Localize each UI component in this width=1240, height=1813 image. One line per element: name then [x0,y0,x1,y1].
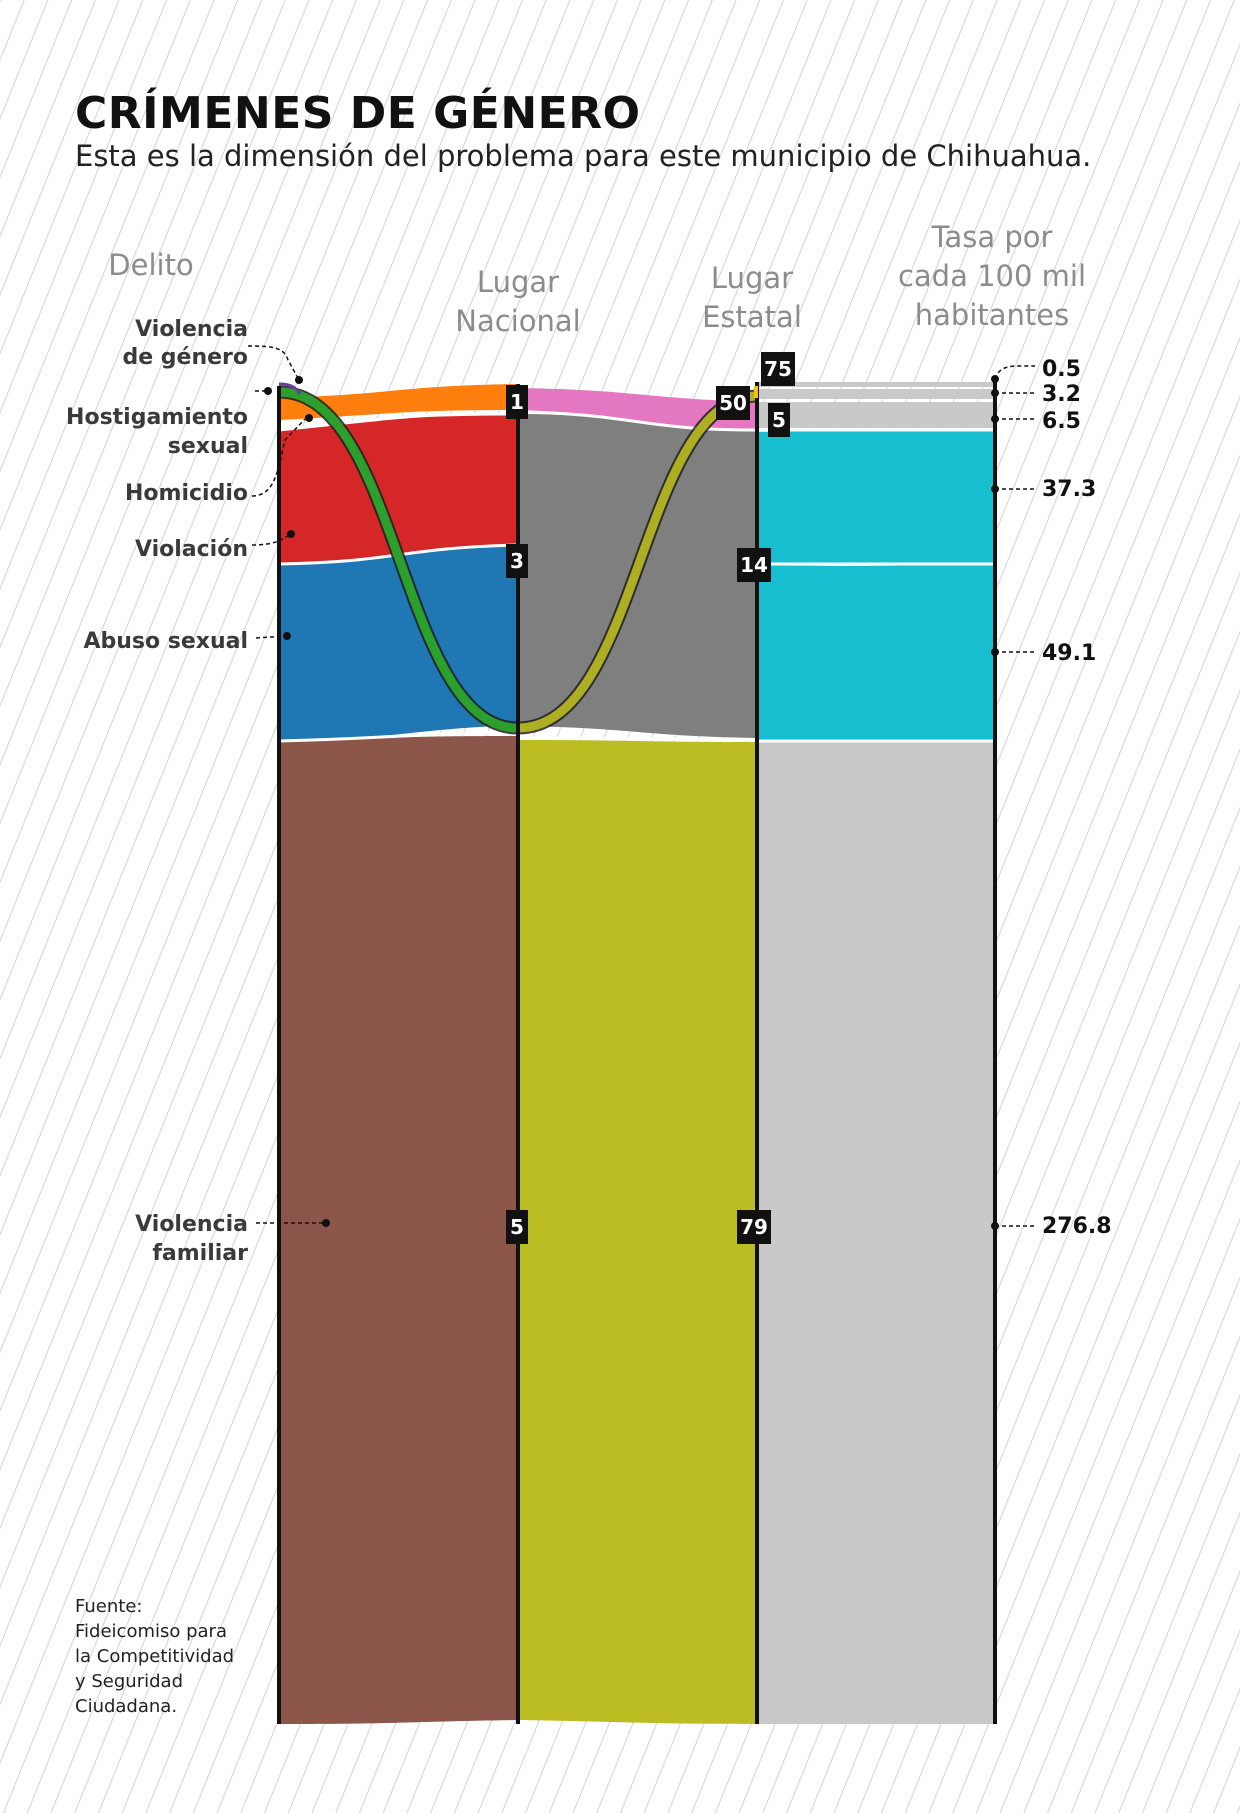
rate-labels: 0.53.26.5 37.3 49.1 276.8 [991,357,1112,1239]
flow-band-violencia-familiar-3 [757,742,995,1724]
badge-estatal-violencia-genero-box [761,352,795,386]
source-line: y Seguridad [75,1671,183,1692]
flow-band-violencia-familiar-2 [518,740,757,1724]
badge-estatal-violencia-genero: 75 [764,357,792,381]
rate-dot [991,485,999,493]
badge-nacional-abuso-sexual: 3 [510,549,524,573]
flow-band-homicidio-2 [518,388,757,430]
badge-estatal-homicidio-box [716,386,750,420]
flow-band-abuso-sexual-3 [757,564,995,740]
rate-dot [991,389,999,397]
crime-label: Violencia [135,1212,248,1237]
badge-nacional-violencia-familiar-box [506,1210,528,1244]
source-line: Fuente: [75,1596,142,1617]
rate-dot [991,1222,999,1230]
chart-title: CRÍMENES DE GÉNERO [75,86,641,139]
label-dot [287,530,295,538]
flow-line-hostigamiento-estatal [517,391,758,733]
badge-estatal-violencia-familiar-box [737,1210,771,1244]
column-axes [277,380,997,1724]
flow-line-violencia-genero [278,382,302,395]
badge-estatal-abuso-sexual: 14 [740,553,768,577]
flow-band-homicidio-3 [757,402,995,428]
band-separator [278,730,519,743]
label-dot [283,632,291,640]
flow-line-hostigamiento [278,387,519,733]
flow-band-hostigamiento-3 [757,389,995,399]
flow-band-violencia-familiar-1 [279,736,518,1724]
flow-band-homicidio-1 [279,384,518,420]
crime-label: familiar [152,1241,248,1266]
crime-label: Hostigamiento [66,405,248,430]
flow-band-violacion-3 [757,430,995,566]
rank-badges: 1 3 5 50 75 5 14 79 [506,352,795,1244]
chart-subtitle: Esta es la dimensión del problema para e… [75,139,1091,173]
column-headers: Delito Lugar Nacional Lugar Estatal Tasa por c… [108,220,1086,338]
badge-estatal-violencia-familiar: 79 [740,1215,768,1239]
crime-label: Violación [135,537,248,562]
crime-label: Abuso sexual [83,629,248,654]
label-connector [251,418,306,497]
crime-label: sexual [168,434,248,459]
source-line: Ciudadana. [75,1696,177,1717]
crime-label: de género [122,345,248,370]
column-header-tasa: Tasa por [931,220,1053,254]
badge-estatal-homicidio: 50 [719,391,747,415]
badge-nacional-violencia-familiar: 5 [510,1215,524,1239]
label-dot [322,1219,330,1227]
flow-band-violencia-genero-3 [757,382,995,387]
crime-label: Violencia [135,317,248,342]
column-header-nacional: Lugar [477,265,559,299]
column-header-tasa: habitantes [915,298,1069,332]
column-header-delito: Delito [108,248,193,282]
column-header-tasa: cada 100 mil [898,259,1086,293]
rate-label: 49.1 [1042,641,1096,666]
label-dot [295,376,303,384]
rate-label: 276.8 [1042,1214,1112,1239]
badge-estatal-abuso-sexual-box [737,548,771,582]
crime-labels: Violencia de género Hostigamiento sexual Hom… [66,317,330,1266]
estatal-hostigamiento-marker [754,386,758,398]
label-dot [305,414,313,422]
label-dot [264,387,272,395]
column-header-estatal: Estatal [702,300,802,334]
band-separator [278,412,519,432]
column-header-estatal: Lugar [711,261,793,295]
rate-dot [991,648,999,656]
band-separator [517,410,758,432]
label-connector [255,635,288,639]
rate-dot [991,375,999,383]
column-header-nacional: Nacional [455,304,580,338]
label-connector [247,345,300,381]
badge-nacional-abuso-sexual-box [506,544,528,578]
badge-estatal-violacion-box [768,403,790,437]
rate-label: 0.5 [1042,357,1081,382]
rate-label: 6.5 [1042,409,1081,434]
flow-band-violacion-1 [279,414,518,564]
badge-nacional-homicidio-box [506,385,528,419]
rate-label: 3.2 [1042,382,1081,407]
band-separator [517,736,758,742]
source-line: la Competitividad [75,1646,234,1667]
crime-label: Homicidio [125,481,248,506]
source-line: Fideicomiso para [75,1621,227,1642]
rate-dot [991,415,999,423]
source-note: Fuente: Fideicomiso para la Competitividad… [75,1596,234,1717]
badge-estatal-violacion: 5 [772,408,786,432]
rate-label: 37.3 [1042,477,1096,502]
badge-nacional-homicidio: 1 [510,390,524,414]
